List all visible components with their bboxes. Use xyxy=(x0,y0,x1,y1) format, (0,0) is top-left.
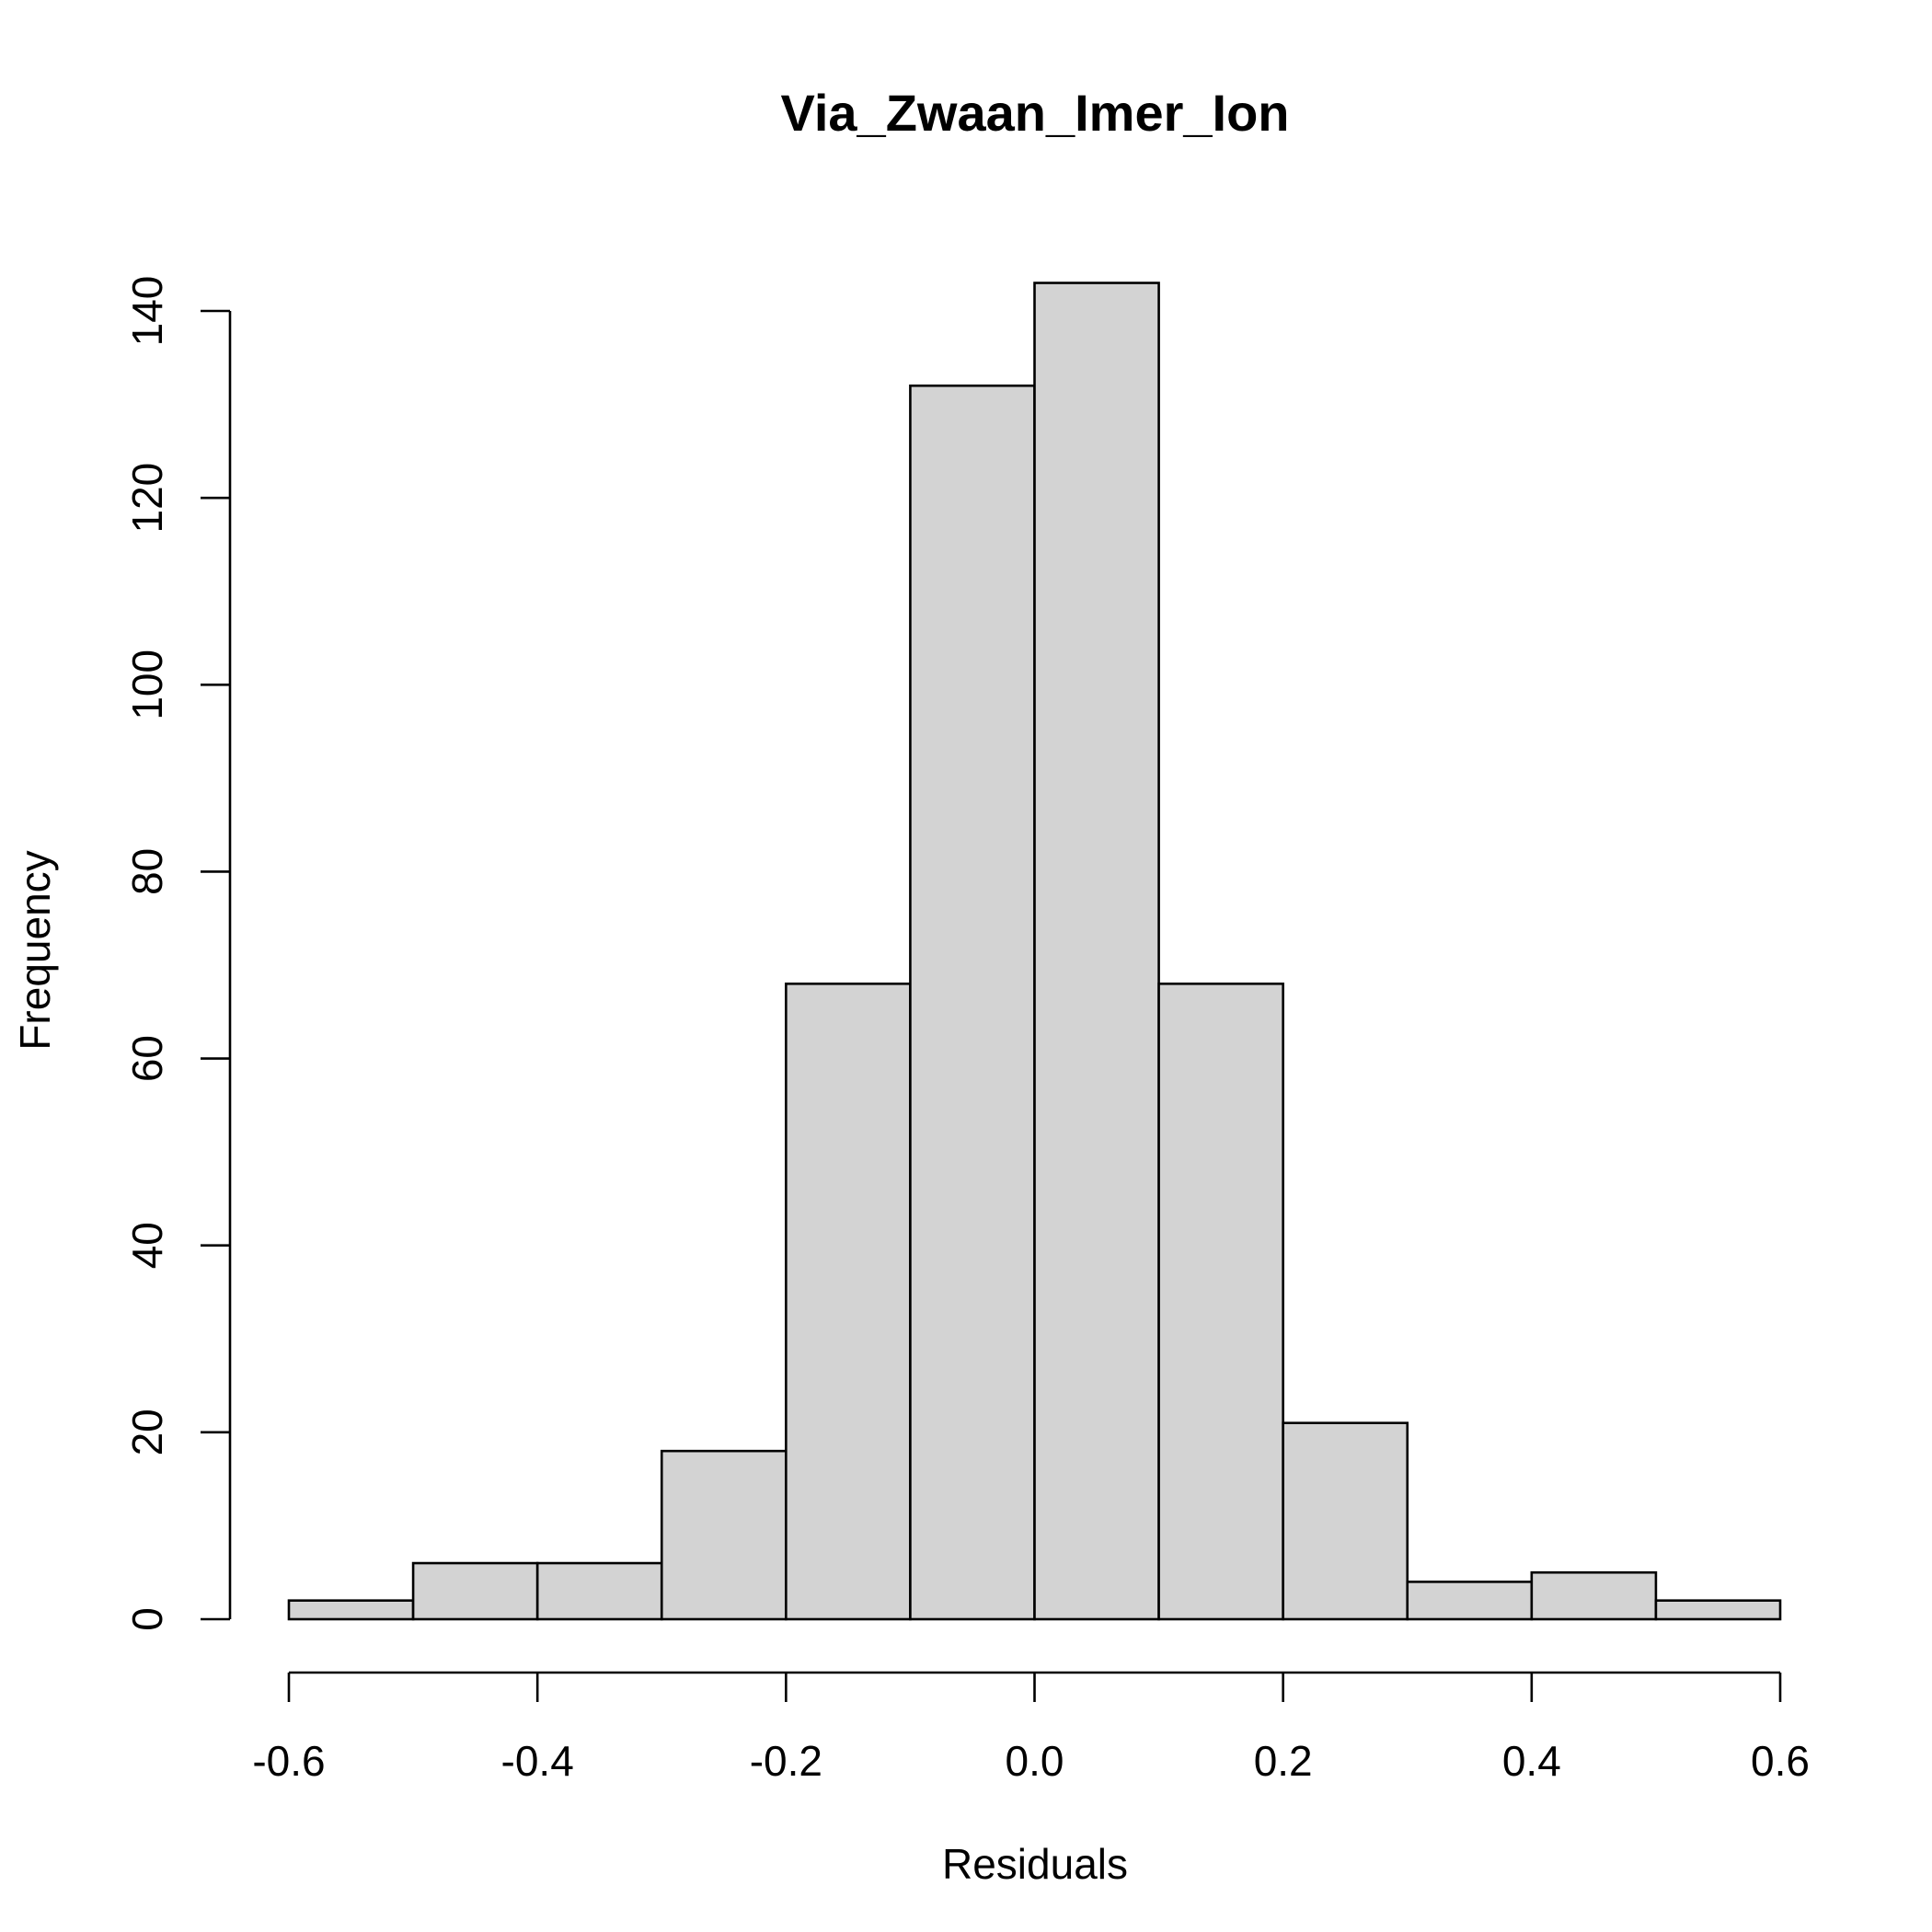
histogram-bar-1 xyxy=(411,1561,539,1621)
histogram-bar-9 xyxy=(1406,1581,1534,1621)
y-axis: 0 20 40 60 80 100 120 140 xyxy=(123,276,232,1631)
x-tick-label: 0.2 xyxy=(1254,1737,1313,1785)
y-tick-label: 120 xyxy=(123,463,171,534)
y-tick-label: 80 xyxy=(123,848,171,895)
x-tick-label: -0.6 xyxy=(252,1737,325,1785)
x-tick-label: -0.2 xyxy=(750,1737,822,1785)
x-axis-label: Residuals xyxy=(942,1840,1128,1888)
histogram-bar-11 xyxy=(1654,1599,1782,1621)
x-tick-label: 0.0 xyxy=(1006,1737,1064,1785)
y-axis-label: Frequency xyxy=(11,850,59,1050)
x-tick-label: -0.4 xyxy=(501,1737,574,1785)
histogram-bar-6 xyxy=(1033,282,1160,1621)
x-tick-label: 0.4 xyxy=(1502,1737,1561,1785)
y-tick-label: 0 xyxy=(123,1607,171,1631)
histogram-bar-0 xyxy=(287,1599,415,1621)
histogram-bar-8 xyxy=(1282,1421,1409,1621)
y-tick-label: 40 xyxy=(123,1222,171,1269)
histogram-bar-3 xyxy=(660,1449,788,1621)
y-tick-label: 100 xyxy=(123,650,171,720)
histogram-bar-2 xyxy=(535,1561,663,1621)
x-axis: -0.6 -0.4 -0.2 0.0 0.2 0.4 0.6 xyxy=(252,1671,1810,1785)
histogram-bar-7 xyxy=(1157,983,1284,1621)
x-tick-label: 0.6 xyxy=(1751,1737,1810,1785)
chart-title: Via_Zwaan_Imer_Ion xyxy=(781,84,1290,142)
bars-group xyxy=(287,282,1782,1621)
histogram-bar-10 xyxy=(1530,1570,1658,1621)
y-tick-label: 140 xyxy=(123,276,171,347)
histogram-bar-4 xyxy=(785,983,912,1621)
y-tick-label: 60 xyxy=(123,1035,171,1082)
histogram-bar-5 xyxy=(909,384,1036,1621)
y-tick-label: 20 xyxy=(123,1409,171,1455)
